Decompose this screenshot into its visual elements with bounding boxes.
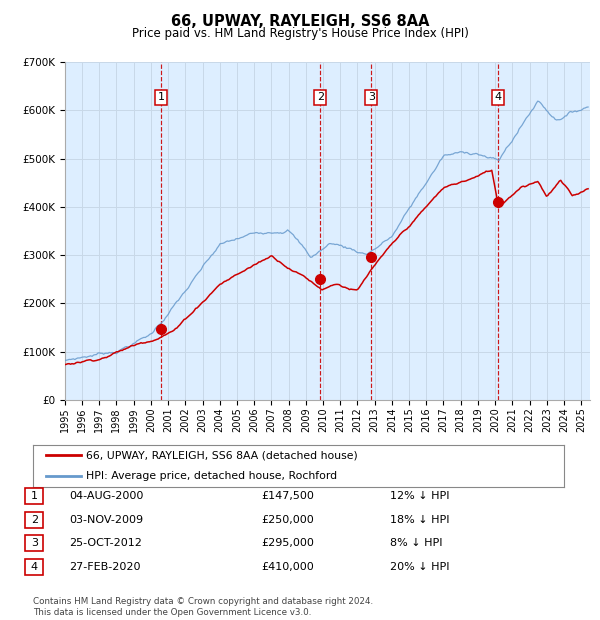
Text: 1: 1 [31,491,38,501]
Text: 04-AUG-2000: 04-AUG-2000 [69,491,143,501]
Text: 03-NOV-2009: 03-NOV-2009 [69,515,143,525]
Text: HPI: Average price, detached house, Rochford: HPI: Average price, detached house, Roch… [86,471,337,481]
Text: 25-OCT-2012: 25-OCT-2012 [69,538,142,548]
Text: 66, UPWAY, RAYLEIGH, SS6 8AA (detached house): 66, UPWAY, RAYLEIGH, SS6 8AA (detached h… [86,450,358,460]
Text: 20% ↓ HPI: 20% ↓ HPI [390,562,449,572]
Text: 27-FEB-2020: 27-FEB-2020 [69,562,140,572]
Text: 1: 1 [158,92,164,102]
Text: £295,000: £295,000 [261,538,314,548]
Text: £147,500: £147,500 [261,491,314,501]
Text: Price paid vs. HM Land Registry's House Price Index (HPI): Price paid vs. HM Land Registry's House … [131,27,469,40]
Text: 3: 3 [368,92,375,102]
Text: Contains HM Land Registry data © Crown copyright and database right 2024.
This d: Contains HM Land Registry data © Crown c… [33,598,373,617]
Text: £410,000: £410,000 [261,562,314,572]
Text: 2: 2 [317,92,324,102]
Text: 66, UPWAY, RAYLEIGH, SS6 8AA: 66, UPWAY, RAYLEIGH, SS6 8AA [171,14,429,29]
Text: 18% ↓ HPI: 18% ↓ HPI [390,515,449,525]
Text: 12% ↓ HPI: 12% ↓ HPI [390,491,449,501]
Text: 8% ↓ HPI: 8% ↓ HPI [390,538,443,548]
Text: £250,000: £250,000 [261,515,314,525]
Text: 2: 2 [31,515,38,525]
Text: 4: 4 [31,562,38,572]
Text: 3: 3 [31,538,38,548]
Text: 4: 4 [494,92,502,102]
